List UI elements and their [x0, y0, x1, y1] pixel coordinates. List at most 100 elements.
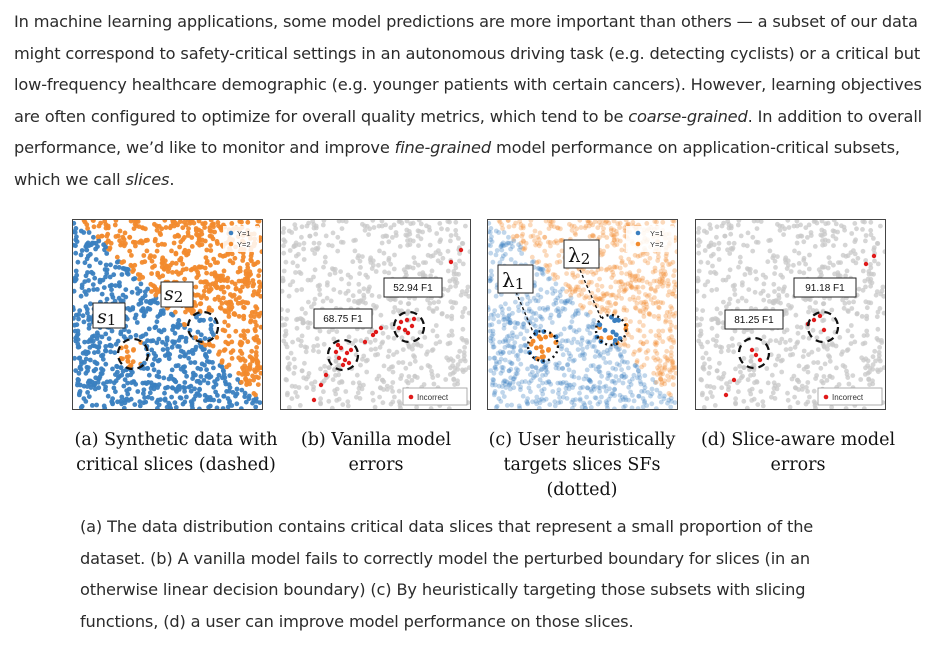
scatter-point [597, 399, 603, 405]
scatter-point [113, 389, 118, 395]
scatter-point [530, 399, 535, 405]
scatter-point [625, 221, 631, 227]
scatter-point [506, 234, 511, 240]
scatter-point [175, 384, 181, 390]
scatter-point [724, 304, 729, 310]
scatter-point [488, 355, 492, 361]
scatter-point [529, 363, 534, 369]
scatter-point [153, 236, 158, 242]
scatter-point [863, 261, 869, 267]
scatter-point [622, 403, 628, 409]
scatter-point [234, 386, 240, 392]
scatter-point [491, 377, 496, 383]
scatter-point [156, 336, 162, 342]
scatter-point [627, 274, 633, 279]
subcaption-c: (c) User heuristically targets slices SF… [466, 428, 698, 503]
scatter-point [612, 406, 617, 409]
scatter-point [502, 382, 508, 387]
scatter-point [637, 277, 642, 283]
scatter-point [488, 250, 494, 256]
scatter-point [423, 260, 428, 265]
scatter-point [226, 382, 232, 387]
scatter-point [590, 232, 596, 238]
scatter-point [390, 235, 395, 240]
scatter-point [500, 310, 505, 316]
scatter-point [659, 382, 664, 387]
scatter-point [500, 253, 506, 259]
scatter-point [583, 223, 589, 229]
scatter-point [377, 394, 382, 400]
scatter-point [558, 238, 564, 243]
scatter-point [741, 365, 747, 370]
scatter-point [290, 279, 296, 284]
scatter-point [716, 246, 721, 252]
scatter-point [208, 326, 214, 332]
scatter-point [189, 348, 195, 353]
scatter-point [80, 313, 86, 319]
scatter-point [233, 328, 239, 334]
scatter-point [118, 365, 124, 370]
scatter-point [195, 329, 201, 335]
scatter-point [832, 229, 837, 234]
scatter-point [78, 366, 84, 372]
slice-2-f1-label: 52.94 F1 [393, 283, 433, 294]
scatter-point [185, 230, 191, 235]
scatter-point [761, 281, 767, 287]
scatter-point [864, 328, 870, 334]
scatter-point [405, 265, 411, 270]
scatter-point [617, 265, 623, 271]
scatter-point [389, 385, 394, 390]
scatter-point [591, 383, 597, 389]
scatter-point [518, 348, 523, 353]
scatter-point [493, 252, 499, 258]
scatter-point [834, 365, 839, 371]
scatter-point [553, 281, 559, 287]
scatter-point [156, 374, 162, 380]
scatter-point [637, 319, 643, 325]
scatter-point [636, 278, 642, 283]
scatter-point [634, 301, 640, 306]
scatter-point [253, 328, 258, 334]
scatter-point [601, 226, 606, 231]
scatter-point [787, 337, 793, 343]
scatter-point [350, 293, 356, 299]
scatter-point [649, 401, 655, 407]
scatter-point [671, 365, 677, 371]
scatter-point [362, 227, 368, 233]
scatter-point [606, 220, 612, 226]
sf-2-label: λ2 [568, 243, 590, 268]
scatter-point [708, 253, 714, 259]
scatter-point [586, 295, 592, 300]
scatter-point [348, 275, 354, 280]
sf-2-dotted-circle [594, 313, 628, 347]
scatter-point [122, 230, 128, 236]
scatter-point [154, 319, 160, 325]
scatter-point [654, 351, 660, 356]
scatter-point [628, 272, 633, 278]
scatter-point [97, 340, 103, 345]
scatter-point [299, 333, 305, 339]
scatter-point [570, 300, 575, 306]
scatter-point [603, 388, 609, 394]
scatter-point [804, 385, 809, 390]
scatter-point [831, 316, 836, 322]
scatter-point [110, 366, 115, 372]
scatter-point [551, 301, 557, 307]
scatter-point [297, 403, 303, 408]
scatter-point [829, 341, 835, 347]
scatter-point [155, 300, 160, 306]
scatter-point [641, 299, 647, 305]
scatter-point [599, 305, 605, 310]
scatter-point [459, 289, 465, 294]
scatter-point [593, 296, 598, 301]
scatter-point [558, 331, 564, 337]
scatter-point [148, 385, 154, 391]
scatter-point [254, 345, 259, 350]
scatter-point [539, 354, 545, 360]
scatter-point [613, 332, 619, 338]
scatter-point [664, 251, 669, 256]
scatter-point [501, 230, 507, 235]
scatter-point [841, 224, 847, 230]
scatter-point [224, 389, 230, 394]
scatter-point [525, 294, 531, 300]
